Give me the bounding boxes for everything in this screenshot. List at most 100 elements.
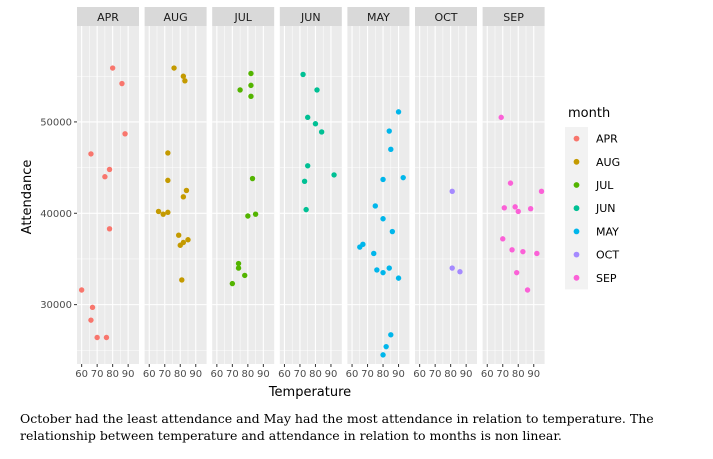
data-point-jun — [305, 114, 311, 121]
x-tick-label: 60 — [143, 369, 156, 380]
x-tick-label: 80 — [309, 369, 322, 380]
x-tick-label: 80 — [512, 369, 525, 380]
x-tick-label: 60 — [75, 369, 88, 380]
facet-panel-sep: SEP 60 70 80 90 — [481, 7, 545, 380]
facet-panel-aug: AUG 60 70 80 90 — [143, 7, 207, 380]
data-point-may — [388, 332, 394, 338]
x-tick-label: 70 — [496, 369, 509, 380]
x-tick-label: 90 — [189, 369, 202, 380]
x-tick-label: 90 — [257, 369, 270, 380]
data-point-oct — [457, 269, 463, 275]
data-point-aug — [176, 232, 182, 238]
data-point-jul — [252, 211, 259, 217]
y-tick-label: 40000 — [40, 209, 72, 220]
data-point-jun — [303, 206, 309, 213]
x-tick-label: 80 — [174, 369, 187, 380]
data-point-aug — [182, 78, 188, 84]
x-tick-label: 80 — [241, 369, 254, 380]
legend: month APR AUG JUL JUN MAY OCT SEP — [565, 106, 620, 290]
data-point-sep — [507, 180, 514, 186]
x-tick-label: 90 — [122, 369, 135, 380]
legend-key-sep — [573, 274, 580, 281]
data-point-sep — [520, 248, 526, 255]
y-axis-title: Attendance — [20, 160, 35, 235]
data-point-aug — [177, 242, 183, 248]
data-point-jul — [242, 272, 248, 279]
data-point-may — [388, 146, 394, 153]
x-tick-label: 90 — [527, 369, 540, 380]
data-point-sep — [527, 206, 534, 212]
x-axis-title: Temperature — [268, 385, 351, 400]
data-point-jun — [301, 178, 308, 184]
x-tick-label: 90 — [460, 369, 473, 380]
data-point-sep — [515, 208, 521, 215]
facet-strip — [347, 7, 410, 26]
panel-background — [415, 26, 477, 364]
data-point-aug — [180, 194, 187, 200]
panel-background — [144, 26, 207, 364]
data-point-aug — [179, 277, 185, 283]
data-point-may — [400, 174, 406, 181]
y-axis: 30000 40000 50000 — [40, 117, 77, 311]
panel-background — [212, 26, 275, 364]
legend-key-oct — [573, 251, 580, 258]
data-point-aug — [155, 208, 162, 215]
x-tick-label: 80 — [377, 369, 390, 380]
data-point-may — [380, 176, 386, 183]
x-tick-label: 60 — [346, 369, 359, 380]
facet-panel-oct: OCT 60 70 80 90 — [413, 7, 477, 380]
data-point-apr — [106, 226, 113, 232]
x-tick-label: 60 — [278, 369, 291, 380]
x-tick-label: 70 — [91, 369, 104, 380]
x-tick-label: 80 — [106, 369, 119, 380]
data-point-aug — [160, 211, 166, 217]
legend-title: month — [568, 106, 610, 121]
panel-background — [347, 26, 410, 364]
data-point-may — [380, 352, 386, 358]
data-point-may — [372, 203, 378, 209]
data-point-jun — [318, 129, 325, 135]
legend-key-apr — [573, 135, 580, 142]
facet-panel-jul: JUL 60 70 80 90 — [210, 7, 275, 380]
data-point-may — [374, 267, 380, 273]
data-point-sep — [512, 204, 518, 210]
data-point-apr — [109, 65, 116, 71]
legend-key-jun — [573, 205, 580, 212]
data-point-sep — [514, 269, 520, 276]
legend-label-jun: JUN — [595, 202, 616, 215]
x-tick-label: 90 — [392, 369, 405, 380]
data-point-apr — [88, 317, 94, 323]
x-tick-label: 60 — [210, 369, 223, 380]
legend-key-may — [573, 228, 580, 235]
data-point-aug — [165, 150, 171, 156]
legend-items: APR AUG JUL JUN MAY OCT SEP — [565, 127, 620, 290]
panel-background — [279, 26, 342, 364]
data-point-may — [380, 269, 386, 276]
facet-strip-label: JUN — [300, 11, 321, 24]
data-point-apr — [122, 131, 128, 137]
data-point-aug — [183, 187, 190, 194]
facet-strip-label: OCT — [434, 11, 457, 24]
facet-strip-label: MAY — [367, 11, 390, 24]
y-tick-label: 50000 — [40, 117, 72, 128]
data-point-apr — [103, 334, 110, 341]
x-tick-label: 70 — [429, 369, 442, 380]
facet-strip-label: APR — [97, 11, 119, 24]
facet-strip — [482, 7, 545, 26]
x-tick-label: 70 — [158, 369, 171, 380]
data-point-apr — [88, 151, 94, 157]
legend-label-sep: SEP — [596, 272, 617, 285]
data-point-aug — [180, 73, 187, 79]
data-point-may — [395, 109, 402, 115]
data-point-may — [386, 265, 392, 271]
legend-key-jul — [573, 182, 580, 188]
legend-label-may: MAY — [596, 225, 619, 238]
facet-strip — [279, 7, 342, 26]
data-point-jul — [237, 87, 243, 93]
data-point-oct — [449, 265, 455, 271]
data-point-apr — [119, 80, 125, 87]
data-point-jul — [248, 93, 254, 100]
legend-label-apr: APR — [596, 133, 618, 146]
